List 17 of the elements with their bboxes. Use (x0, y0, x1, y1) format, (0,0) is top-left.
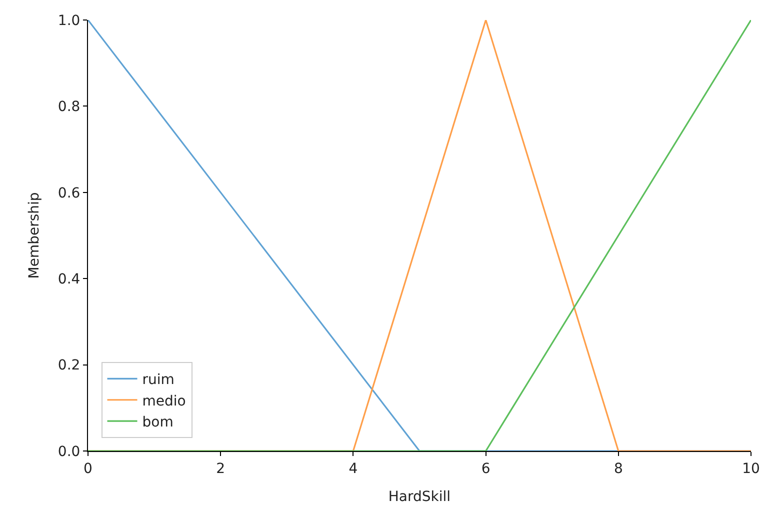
y-tick-label: 1.0 (58, 12, 80, 29)
legend-label: ruim (142, 372, 174, 388)
x-tick-label: 0 (84, 460, 92, 477)
legend-label: medio (142, 393, 186, 410)
y-tick-label: 0.6 (58, 185, 80, 202)
y-tick-label: 0.4 (58, 272, 80, 288)
y-axis-title: Membership (26, 192, 43, 279)
x-tick-label: 10 (742, 460, 760, 477)
x-tick-label: 4 (348, 460, 358, 477)
y-tick-label: 0.8 (58, 99, 80, 116)
x-tick-label: 8 (614, 460, 623, 477)
y-tick-label: 0.2 (58, 358, 80, 374)
y-tick-label: 0.0 (58, 444, 80, 460)
legend-label: bom (142, 414, 174, 431)
x-tick-label: 2 (216, 460, 226, 477)
x-axis-title: HardSkill (388, 489, 451, 506)
x-tick-label: 6 (481, 460, 490, 477)
